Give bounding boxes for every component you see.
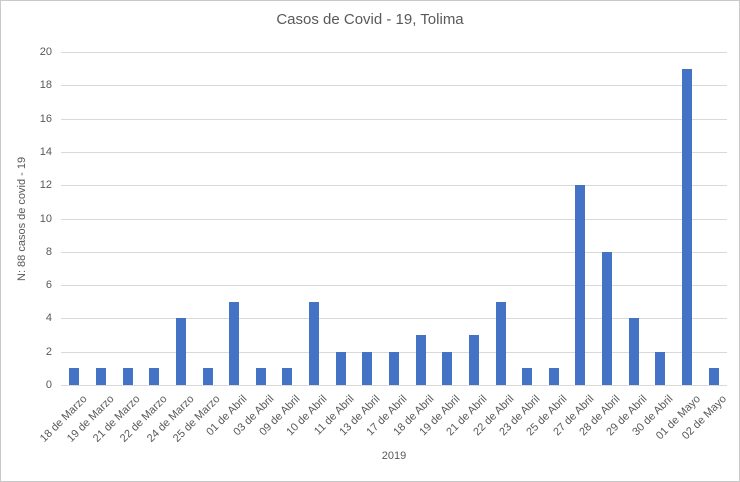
bar <box>602 251 613 385</box>
bar <box>309 301 320 385</box>
gridline <box>61 251 727 253</box>
y-tick-label: 12 <box>39 179 52 192</box>
y-tick-label: 20 <box>39 46 52 58</box>
bar <box>575 185 586 385</box>
bar <box>282 368 293 385</box>
y-tick-label: 6 <box>45 279 52 292</box>
bar <box>682 68 693 385</box>
y-tick-label: 10 <box>39 212 52 225</box>
bar <box>202 368 213 385</box>
bar <box>708 368 719 385</box>
bar <box>122 368 133 385</box>
gridline <box>61 118 727 120</box>
y-tick-label: 4 <box>45 312 52 325</box>
x-axis-title: 2019 <box>381 450 407 462</box>
bar <box>389 351 399 385</box>
y-tick-label: 2 <box>45 345 52 358</box>
y-tick-label: 18 <box>39 79 52 92</box>
gridline <box>61 85 727 87</box>
chart-title: Casos de Covid - 19, Tolima <box>276 11 464 28</box>
gridline <box>61 318 727 320</box>
y-tick-label: 16 <box>39 112 52 125</box>
bar <box>415 335 426 385</box>
bar <box>335 351 346 385</box>
bar <box>655 351 666 385</box>
bar <box>95 368 106 385</box>
gridline <box>61 52 727 53</box>
bar <box>628 318 639 385</box>
gridline <box>61 151 727 153</box>
bar <box>255 368 266 385</box>
gridline <box>61 185 727 187</box>
bar <box>229 301 240 385</box>
bar <box>468 335 479 385</box>
plot-area <box>61 52 727 386</box>
bar <box>362 351 373 385</box>
bar <box>522 368 533 385</box>
gridline <box>61 285 727 287</box>
bar <box>175 318 186 385</box>
y-tick-label: 0 <box>45 379 52 391</box>
bar <box>495 301 506 385</box>
gridline <box>61 218 727 220</box>
bar <box>548 368 559 385</box>
y-tick-label: 14 <box>39 145 52 158</box>
bar <box>69 368 80 385</box>
bar <box>149 368 160 385</box>
bar <box>442 351 453 385</box>
y-tick-label: 8 <box>45 245 52 258</box>
